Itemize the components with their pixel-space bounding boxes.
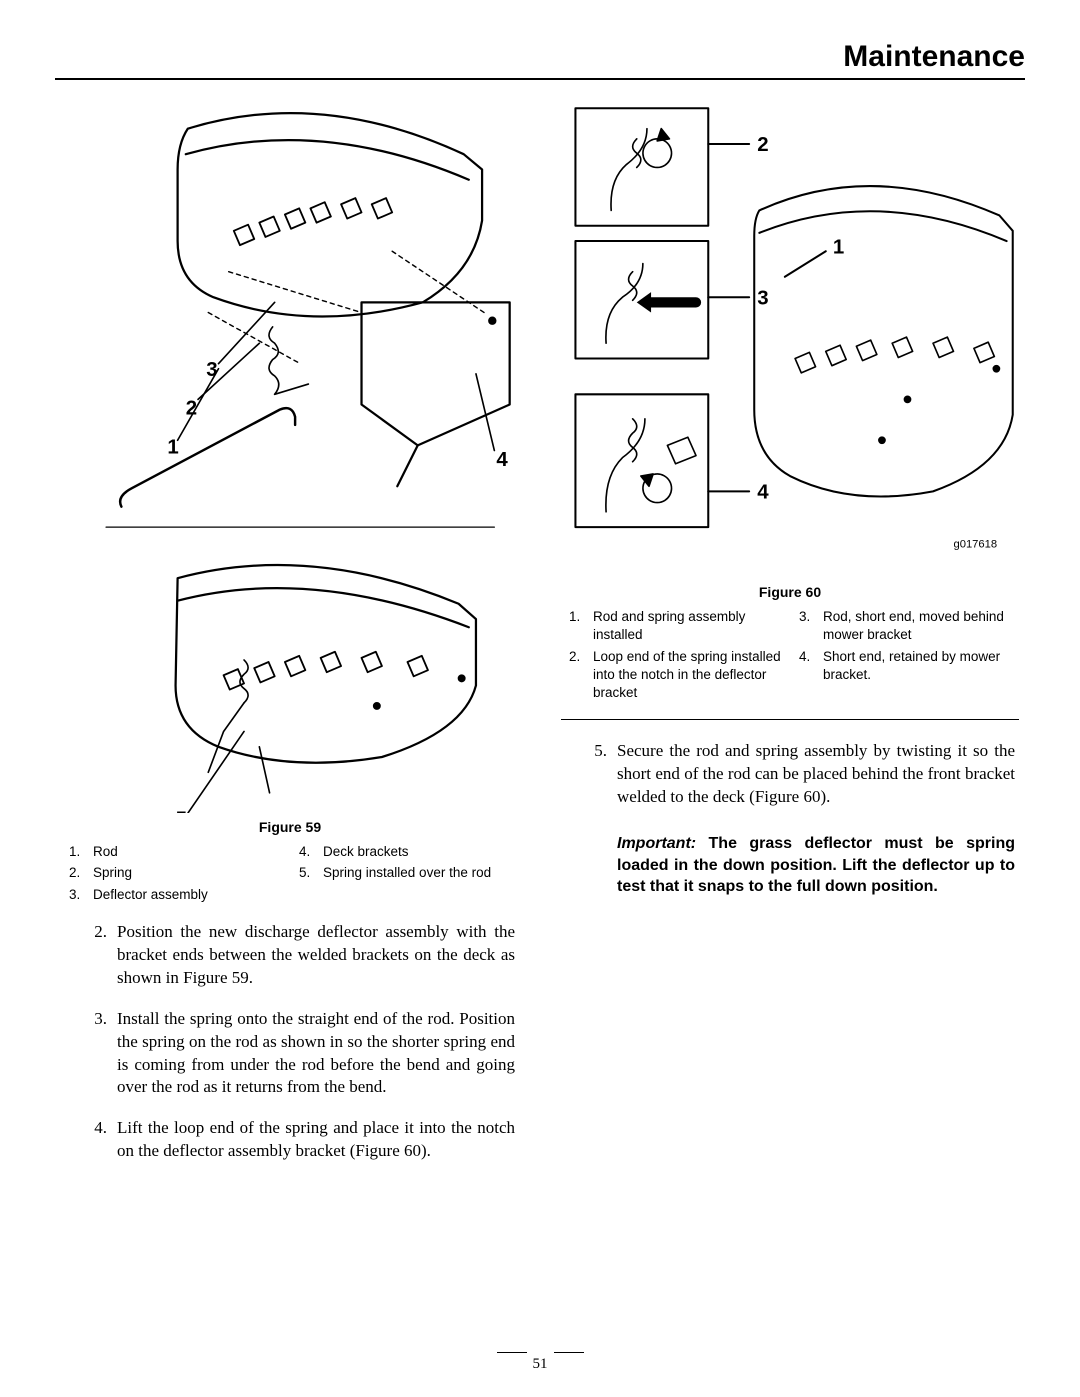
important-note: Important: The grass deflector must be s… — [589, 827, 1015, 898]
step-4: 4. Lift the loop end of the spring and p… — [89, 1117, 515, 1163]
step-2: 2. Position the new discharge deflector … — [89, 921, 515, 990]
page-number: 51 — [0, 1356, 1080, 1373]
figure-59-legend: 1.Rod 2.Spring 3.Deflector assembly 4.De… — [55, 843, 525, 907]
left-steps: 2. Position the new discharge deflector … — [55, 921, 525, 1163]
callout-1: 1 — [833, 236, 844, 258]
callout-1: 1 — [167, 437, 178, 459]
figure-59-caption: Figure 59 — [55, 819, 525, 835]
figure-60-legend: 1.Rod and spring assembly installed 2.Lo… — [555, 608, 1025, 705]
callout-2: 2 — [757, 134, 768, 156]
left-column: 1 2 3 4 5 g017617 Figure 59 1.Rod 2.Spri… — [55, 98, 525, 1181]
page-header: Maintenance — [55, 40, 1025, 80]
important-label: Important: — [617, 835, 696, 852]
callout-2: 2 — [186, 398, 197, 420]
callout-5: 5 — [176, 808, 187, 813]
section-title: Maintenance — [843, 40, 1025, 73]
figure-60-id: g017618 — [953, 539, 997, 551]
right-steps: 5. Secure the rod and spring assembly by… — [555, 740, 1025, 898]
two-column-layout: 1 2 3 4 5 g017617 Figure 59 1.Rod 2.Spri… — [55, 98, 1025, 1181]
figure-60-diagram: 2 1 3 4 g017618 — [555, 98, 1025, 578]
callout-3: 3 — [206, 359, 217, 381]
figure-60: 2 1 3 4 g017618 Figure 60 1.Rod and spri… — [555, 98, 1025, 705]
figure-59: 1 2 3 4 5 g017617 Figure 59 1.Rod 2.Spri… — [55, 98, 525, 907]
callout-4: 4 — [496, 449, 508, 471]
figure-59-diagram: 1 2 3 4 5 g017617 — [55, 98, 525, 813]
right-column: 2 1 3 4 g017618 Figure 60 1.Rod and spri… — [555, 98, 1025, 1181]
column-divider — [561, 719, 1019, 720]
step-5: 5. Secure the rod and spring assembly by… — [589, 740, 1015, 809]
callout-4: 4 — [757, 482, 769, 504]
step-3: 3. Install the spring onto the straight … — [89, 1008, 515, 1100]
callout-3: 3 — [757, 287, 768, 309]
figure-60-caption: Figure 60 — [555, 584, 1025, 600]
